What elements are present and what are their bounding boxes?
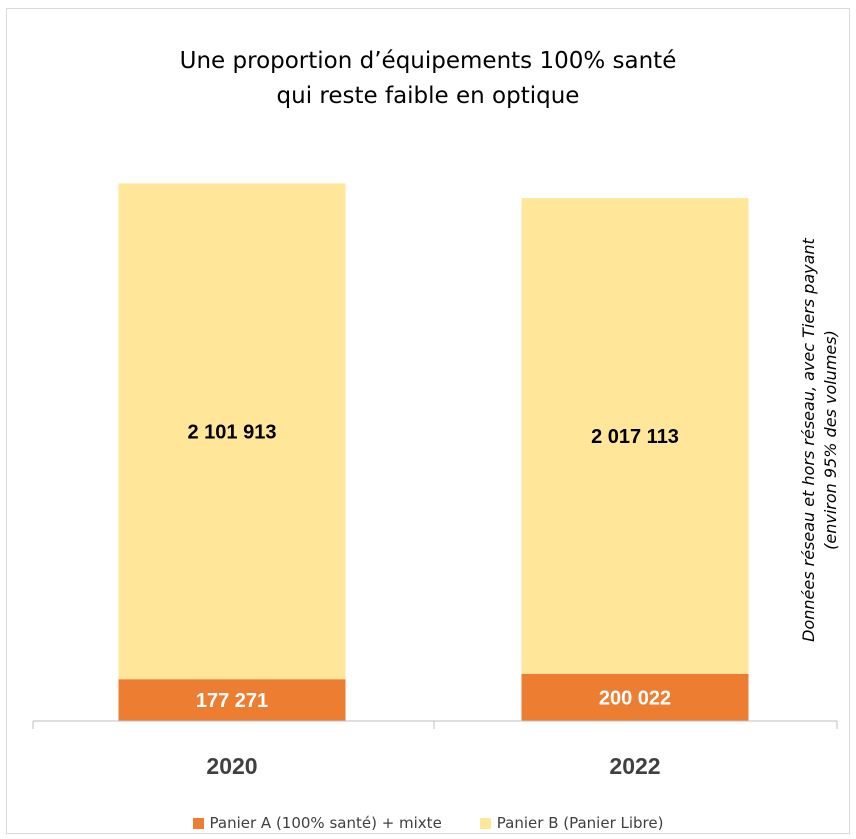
side-note-line-1: Données réseau et hors réseau, avec Tier… (799, 238, 818, 642)
x-tick-label-2022: 2022 (609, 753, 660, 779)
data-label-2020-series-2: 2 101 913 (188, 421, 277, 443)
data-label-2022-series-2: 2 017 113 (591, 426, 679, 448)
legend-swatch-panier-a (192, 817, 204, 829)
x-tick-label-2020: 2020 (206, 753, 257, 779)
chart-title: Une proportion d’équipements 100% santé … (0, 44, 856, 114)
data-label-2022-series-1: 200 022 (599, 687, 671, 709)
chart-title-line-1: Une proportion d’équipements 100% santé (179, 48, 677, 74)
legend: Panier A (100% santé) + mixte Panier B (… (0, 814, 856, 832)
bar-2022-series-2 (521, 198, 749, 674)
chart-title-line-2: qui reste faible en optique (276, 83, 580, 109)
legend-item-panier-a: Panier A (100% santé) + mixte (192, 814, 442, 832)
bar-2020-series-2 (118, 183, 346, 680)
side-note-line-2: (environ 95% des volumes) (821, 330, 840, 550)
side-note: Données réseau et hors réseau, avec Tier… (798, 190, 842, 690)
legend-swatch-panier-b (479, 817, 491, 829)
bar-2022-series-1 (521, 673, 749, 721)
legend-label-panier-b: Panier B (Panier Libre) (496, 814, 664, 832)
bar-2020-series-1 (118, 679, 346, 721)
data-label-2020-series-1: 177 271 (196, 690, 268, 712)
legend-item-panier-b: Panier B (Panier Libre) (479, 814, 664, 832)
legend-label-panier-a: Panier A (100% santé) + mixte (209, 814, 442, 832)
